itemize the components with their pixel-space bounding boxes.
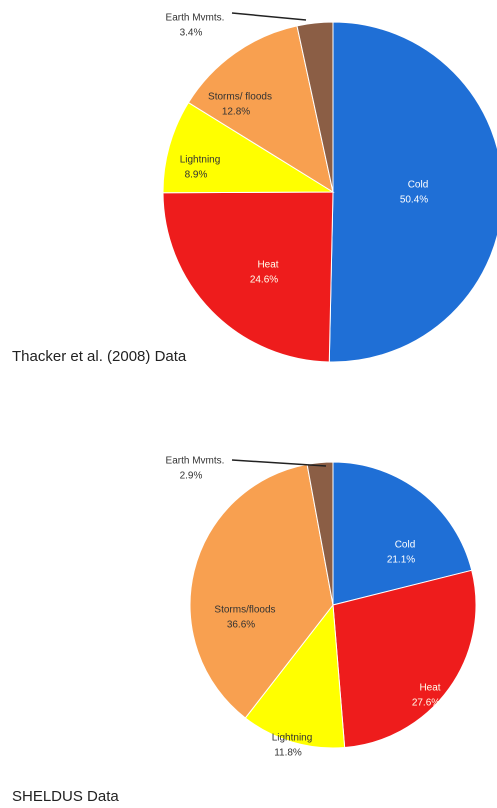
slice-label: Lightning xyxy=(180,155,221,166)
pie-slice xyxy=(296,21,334,193)
slice-value-label: 36.6% xyxy=(227,620,255,631)
pie-slice xyxy=(332,461,473,606)
pie-slice xyxy=(328,21,497,363)
slice-value-label: 12.8% xyxy=(222,107,250,118)
slice-value-label: 21.1% xyxy=(387,555,415,566)
slice-value-label: 24.6% xyxy=(250,275,278,286)
slice-value-label: 11.8% xyxy=(274,748,302,759)
slice-label: Lightning xyxy=(272,733,313,744)
slice-value-label: 8.9% xyxy=(185,170,208,181)
chart-caption: Thacker et al. (2008) Data xyxy=(12,348,187,365)
pie-slice xyxy=(162,191,334,363)
chart-caption: SHELDUS Data xyxy=(12,788,119,805)
slice-label: Earth Mvmts. xyxy=(166,13,225,24)
pie-slice xyxy=(189,463,334,719)
pie-slice xyxy=(162,101,335,194)
slice-value-label: 50.4% xyxy=(400,195,428,206)
slice-value-label: 3.4% xyxy=(180,28,203,39)
slice-label: Cold xyxy=(395,540,416,551)
pie-slice xyxy=(244,603,346,749)
slice-label: Heat xyxy=(257,260,278,271)
slice-label: Heat xyxy=(419,683,440,694)
leader-line xyxy=(231,12,307,21)
slice-label: Storms/ floods xyxy=(208,92,272,103)
slice-value-label: 2.9% xyxy=(180,471,203,482)
slice-value-label: 27.6% xyxy=(412,698,440,709)
slice-label: Storms/floods xyxy=(214,605,275,616)
slice-label: Cold xyxy=(408,180,429,191)
leader-line xyxy=(231,459,327,467)
slice-label: Earth Mvmts. xyxy=(166,456,225,467)
pie-slice xyxy=(187,25,334,194)
pie-slice xyxy=(332,569,477,749)
